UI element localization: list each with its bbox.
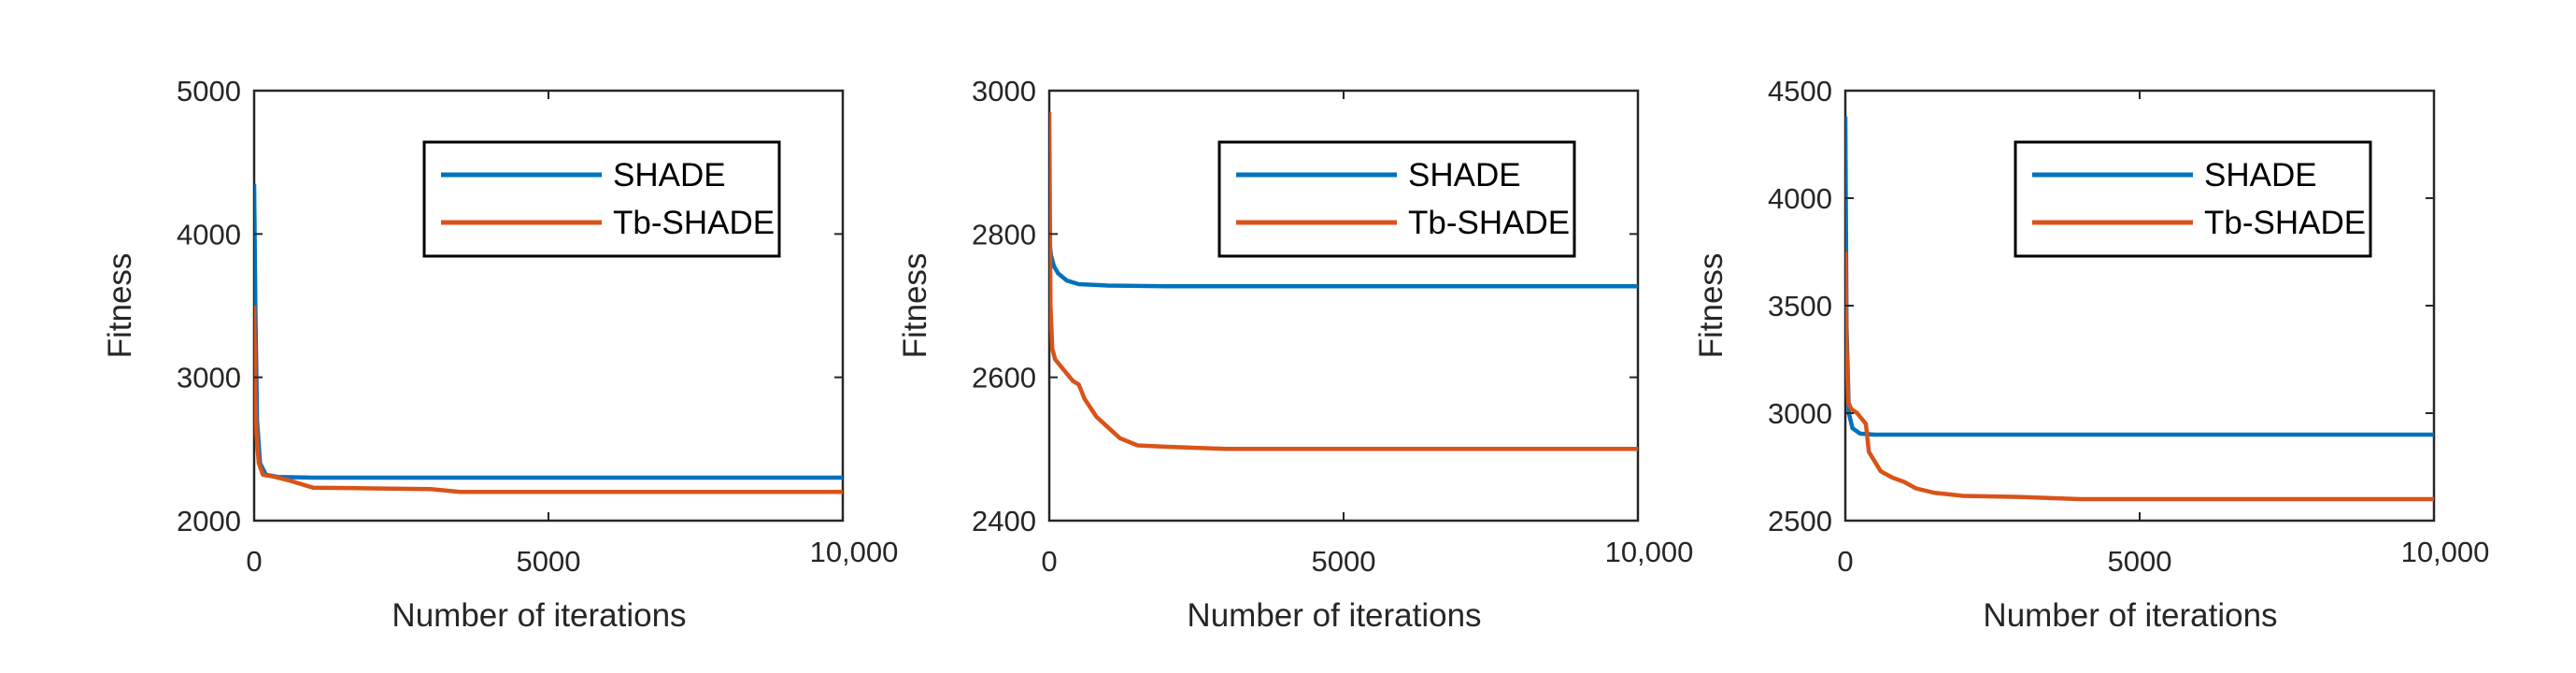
y-tick-label: 4500 (1768, 75, 1832, 107)
legend: SHADE Tb-SHADE (2014, 140, 2372, 258)
legend-box (422, 140, 781, 258)
x-tick-label: 10,000 (1605, 536, 1694, 568)
x-axis-label: Number of iterations (1187, 597, 1481, 634)
y-axis-label: Fitness (897, 253, 933, 359)
y-tick-label: 4000 (1768, 182, 1832, 215)
x-tick-label: 10,000 (2401, 536, 2490, 568)
x-tick-label: 0 (246, 545, 262, 578)
x-axis-label: Number of iterations (391, 597, 686, 634)
x-tick-label: 0 (1041, 545, 1057, 578)
x-tick-label: 10,000 (810, 536, 899, 568)
series-line-tb-shade (1845, 251, 2434, 502)
y-tick-label: 2500 (1768, 505, 1832, 537)
x-tick-label: 5000 (517, 545, 581, 578)
x-tick-label: 5000 (2108, 545, 2172, 578)
chart-2: 0 5000 10,000 2400 2600 2800 3000 Number of ite… (897, 75, 1693, 634)
y-tick-label: 4000 (177, 218, 241, 251)
x-axis-label: Number of iterations (1983, 597, 2277, 634)
y-tick-label: 3000 (1768, 397, 1832, 430)
series-line-tb-shade (254, 305, 843, 494)
legend-box (1217, 140, 1576, 258)
y-tick-label: 2600 (972, 362, 1036, 394)
x-tick-label: 5000 (1312, 545, 1376, 578)
y-tick-label: 2400 (972, 505, 1036, 537)
y-axis-label: Fitness (102, 253, 138, 359)
chart-3: 0 5000 10,000 2500 3000 3500 4000 4500 Number of… (1693, 75, 2489, 634)
series-line-shade (1049, 240, 1638, 289)
x-tick-label: 0 (1837, 545, 1853, 578)
y-tick-label: 3000 (972, 75, 1036, 107)
legend: SHADE Tb-SHADE (422, 140, 781, 258)
legend-box (2014, 140, 2372, 258)
legend-label-shade: SHADE (2204, 157, 2317, 193)
y-tick-label: 3000 (177, 362, 241, 394)
legend-label-tb-shade: Tb-SHADE (613, 205, 775, 241)
y-tick-label: 2000 (177, 505, 241, 537)
y-tick-label: 2800 (972, 218, 1036, 251)
y-tick-label: 3500 (1768, 290, 1832, 322)
legend-label-tb-shade: Tb-SHADE (1408, 205, 1570, 241)
legend: SHADE Tb-SHADE (1217, 140, 1576, 258)
chart-1: 0 5000 10,000 2000 3000 4000 5000 Number of ite… (102, 75, 898, 634)
series-line-tb-shade (1049, 111, 1638, 451)
y-axis-label: Fitness (1693, 253, 1729, 359)
legend-label-shade: SHADE (613, 157, 726, 193)
legend-label-shade: SHADE (1408, 157, 1521, 193)
legend-label-tb-shade: Tb-SHADE (2204, 205, 2366, 241)
y-tick-label: 5000 (177, 75, 241, 107)
